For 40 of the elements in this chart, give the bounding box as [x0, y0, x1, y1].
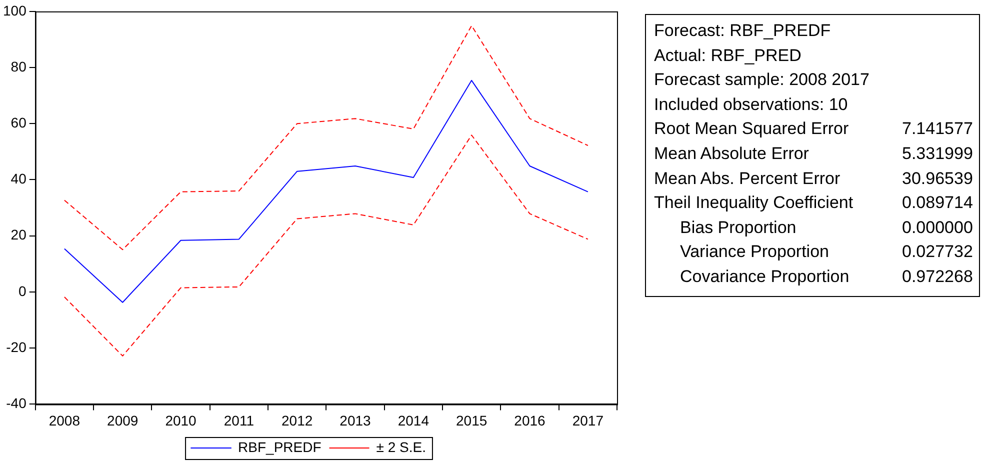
x-tick-label: 2011 [224, 412, 254, 428]
legend-label: RBF_PREDF [238, 438, 322, 455]
category-label: Covariance Proportion [679, 266, 850, 288]
x-tick-label: 2012 [282, 412, 313, 428]
category-label: Forecast sample: 2008 2017 [654, 69, 870, 92]
x-tick-label: 2013 [340, 412, 372, 428]
text: 0.027732 [902, 242, 973, 262]
category-label: Mean Abs. Percent Error [654, 168, 842, 190]
y-tick-label: 40 [10, 170, 27, 187]
y-tick-label: 80 [10, 58, 27, 74]
text: 0.089714 [902, 193, 973, 212]
x-tick-label: 2015 [456, 412, 488, 428]
x-tick-label: 2014 [398, 412, 430, 428]
line-series [64, 25, 588, 250]
line-series [64, 134, 588, 356]
category-label: Forecast: RBF_PREDF [654, 20, 832, 42]
x-tick-label: 2010 [165, 412, 197, 428]
x-tick-label: 2017 [572, 412, 604, 428]
y-tick-label: -40 [6, 395, 27, 412]
category-label: Theil Inequality Coefficient [654, 192, 854, 214]
x-tick-label: 2009 [107, 412, 138, 428]
text: 30.96539 [902, 168, 973, 188]
y-tick-label: 0 [18, 282, 27, 299]
category-label: Variance Proportion [679, 241, 830, 264]
text: 7.141577 [902, 119, 973, 138]
x-tick-label: 2016 [514, 412, 546, 428]
text: 5.331999 [902, 144, 973, 163]
legend-label: ± 2 S.E. [376, 438, 426, 455]
category-label: Included observations: 10 [654, 94, 849, 116]
text: 0.972268 [902, 266, 973, 286]
y-tick-label: -20 [6, 338, 27, 355]
category-label: Bias Proportion [679, 216, 798, 239]
category-label: Actual: RBF_PRED [654, 44, 802, 67]
category-label: Mean Absolute Error [654, 142, 810, 165]
y-tick-label: 100 [3, 2, 27, 18]
x-tick-label: 2008 [48, 412, 80, 428]
category-label: Root Mean Squared Error [654, 118, 850, 140]
y-tick-label: 20 [10, 226, 27, 243]
text: 0.000000 [902, 218, 973, 237]
y-tick-label: 60 [10, 114, 27, 130]
